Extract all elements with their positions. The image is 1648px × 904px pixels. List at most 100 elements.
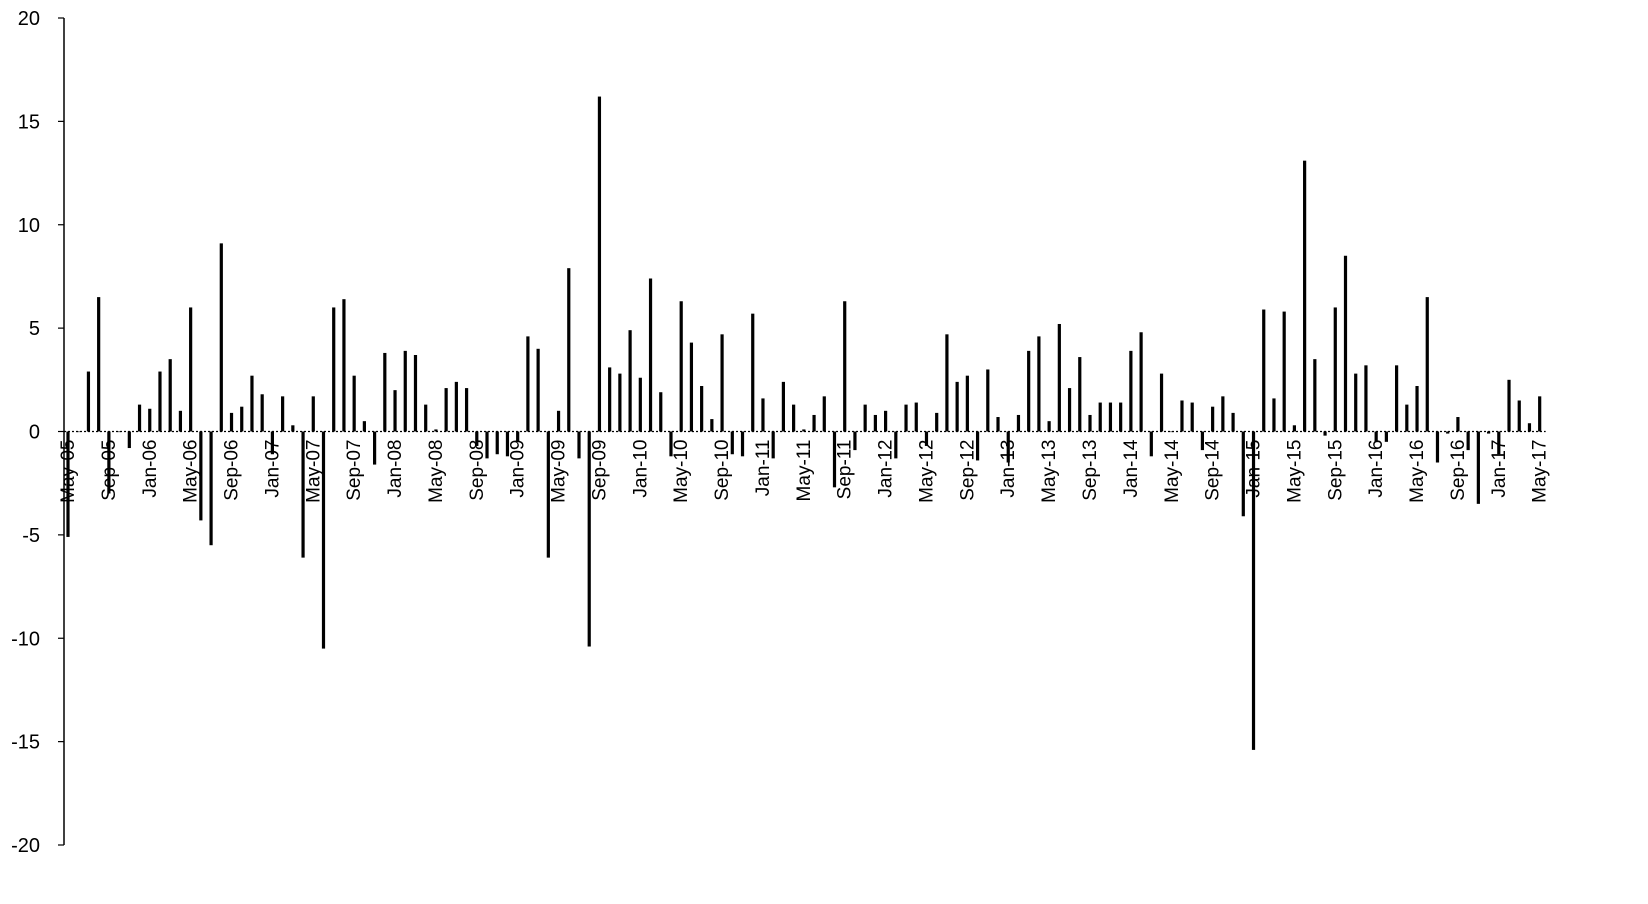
x-tick-label: Sep-06	[222, 440, 243, 501]
bar	[342, 299, 346, 432]
bar	[536, 348, 540, 432]
bar	[86, 371, 91, 432]
bar	[209, 431, 213, 546]
y-tick-label: -5	[22, 525, 40, 547]
x-tick-label: May-17	[1530, 440, 1551, 503]
bar	[1108, 402, 1113, 432]
bar	[1047, 421, 1051, 432]
bar	[475, 431, 479, 446]
x-tick-label: Sep-10	[712, 440, 733, 501]
bar	[495, 431, 499, 455]
bar	[863, 404, 867, 432]
bar	[454, 381, 458, 432]
x-tick-label: Sep-08	[467, 440, 488, 501]
bar	[1037, 336, 1041, 432]
bar	[1088, 414, 1092, 432]
bar	[1384, 431, 1388, 442]
bar	[219, 243, 223, 432]
x-tick-label: Sep-09	[589, 440, 610, 501]
bar	[1507, 379, 1511, 432]
bar	[168, 359, 172, 432]
bar	[638, 377, 642, 432]
bar	[700, 386, 704, 432]
bar	[178, 410, 183, 432]
x-tick-label: Jan-13	[998, 440, 1019, 498]
bar	[761, 398, 765, 432]
bar	[812, 414, 816, 432]
bar	[1323, 431, 1327, 436]
bar	[1211, 406, 1215, 432]
bars-group	[66, 96, 1542, 750]
bar	[1354, 373, 1358, 432]
bar	[710, 419, 714, 432]
bar	[1006, 431, 1010, 463]
bar	[1139, 332, 1143, 432]
bar	[137, 404, 142, 432]
y-tick-label: 5	[29, 318, 40, 340]
bar	[1395, 365, 1399, 432]
bar	[648, 278, 653, 432]
x-tick-label: May-15	[1284, 440, 1305, 503]
bar	[413, 355, 418, 432]
bar	[1078, 357, 1082, 432]
x-tick-label: Jan-09	[508, 440, 529, 498]
bar	[240, 406, 244, 432]
y-tick-label: -15	[11, 732, 40, 754]
bar	[76, 431, 80, 433]
x-tick-label: May-07	[303, 440, 324, 503]
bar	[311, 396, 315, 432]
y-tick-label: 10	[18, 215, 40, 237]
bar	[1016, 414, 1021, 432]
bar	[424, 404, 428, 432]
bar	[393, 390, 397, 432]
bar	[597, 96, 602, 432]
y-tick-label: -10	[11, 628, 40, 650]
x-tick-label: Sep-13	[1080, 440, 1101, 501]
bar	[955, 381, 959, 432]
x-tick-label: May-14	[1162, 439, 1183, 503]
bar	[832, 431, 837, 488]
bar	[301, 431, 305, 558]
bar	[1159, 373, 1164, 432]
bar	[802, 429, 806, 432]
bar	[97, 297, 101, 432]
bar	[1231, 412, 1235, 432]
y-tick-label: 0	[29, 422, 40, 444]
y-tick-label: 15	[18, 111, 40, 133]
bar	[659, 392, 663, 432]
x-tick-label: Jan-12	[876, 440, 897, 498]
bar	[373, 431, 377, 465]
bar	[66, 431, 70, 537]
bar	[1486, 431, 1491, 434]
bar	[1303, 160, 1307, 432]
bar	[679, 301, 683, 432]
x-tick-label: Jan-06	[140, 440, 161, 498]
bar	[618, 373, 622, 432]
bar	[250, 375, 254, 432]
bar	[608, 367, 612, 432]
bar	[1180, 400, 1184, 432]
bar	[986, 369, 990, 432]
bar	[352, 375, 356, 432]
bar	[107, 431, 111, 494]
bar	[383, 352, 387, 432]
bar	[1456, 417, 1460, 432]
bar	[853, 431, 857, 451]
bar	[873, 414, 877, 432]
x-tick-label: May-05	[58, 440, 79, 503]
bar	[485, 431, 489, 459]
bar	[1119, 402, 1123, 432]
bar	[1190, 402, 1194, 432]
bar	[894, 431, 898, 459]
bar	[945, 334, 949, 432]
bar	[924, 431, 929, 446]
bar	[516, 431, 520, 442]
bar	[199, 431, 203, 521]
bar	[1292, 425, 1296, 432]
bar	[1343, 255, 1348, 432]
x-tick-label: Jan-07	[262, 440, 283, 498]
bar	[1435, 431, 1440, 463]
bar	[577, 431, 581, 459]
x-tick-label: May-06	[181, 440, 202, 503]
